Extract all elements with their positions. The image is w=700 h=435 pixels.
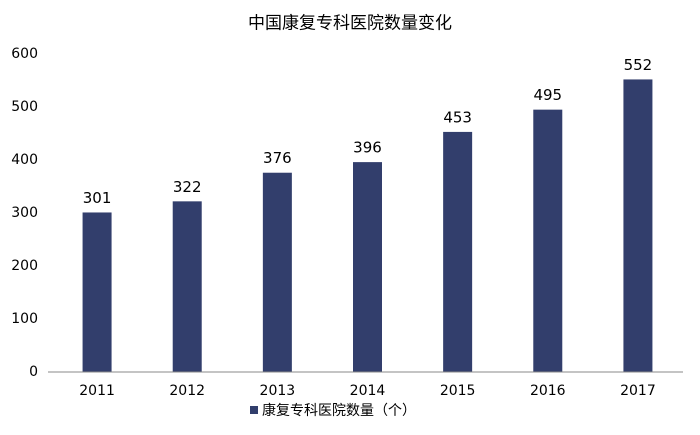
- bar: [443, 131, 473, 372]
- bar: [533, 109, 563, 373]
- y-tick-label: 300: [11, 205, 38, 221]
- value-label: 453: [443, 108, 472, 126]
- x-tick-label: 2015: [440, 383, 476, 399]
- bar: [353, 162, 382, 372]
- value-label: 322: [173, 178, 202, 196]
- y-tick-label: 100: [11, 311, 38, 327]
- bar: [262, 172, 292, 372]
- value-label: 301: [83, 189, 112, 207]
- value-label: 376: [263, 149, 292, 167]
- x-tick-label: 2016: [530, 383, 566, 399]
- y-tick-label: 500: [11, 99, 38, 115]
- legend-marker: [250, 406, 258, 414]
- legend-label: 康复专科医院数量（个）: [262, 402, 416, 419]
- y-tick-label: 400: [11, 152, 38, 168]
- x-tick-label: 2013: [260, 383, 296, 399]
- value-label: 495: [533, 86, 562, 104]
- bar: [82, 212, 112, 372]
- value-label: 552: [624, 56, 653, 74]
- y-tick-label: 0: [29, 364, 38, 380]
- x-tick-label: 2011: [79, 383, 115, 399]
- x-tick-label: 2017: [620, 383, 656, 399]
- value-label: 396: [353, 139, 382, 157]
- y-tick-label: 600: [11, 46, 38, 62]
- bar: [172, 201, 202, 372]
- x-tick-label: 2012: [169, 383, 205, 399]
- chart-title: 中国康复专科医院数量变化: [248, 14, 452, 34]
- bar: [623, 79, 653, 372]
- x-tick-label: 2014: [350, 383, 386, 399]
- y-tick-label: 200: [11, 258, 38, 274]
